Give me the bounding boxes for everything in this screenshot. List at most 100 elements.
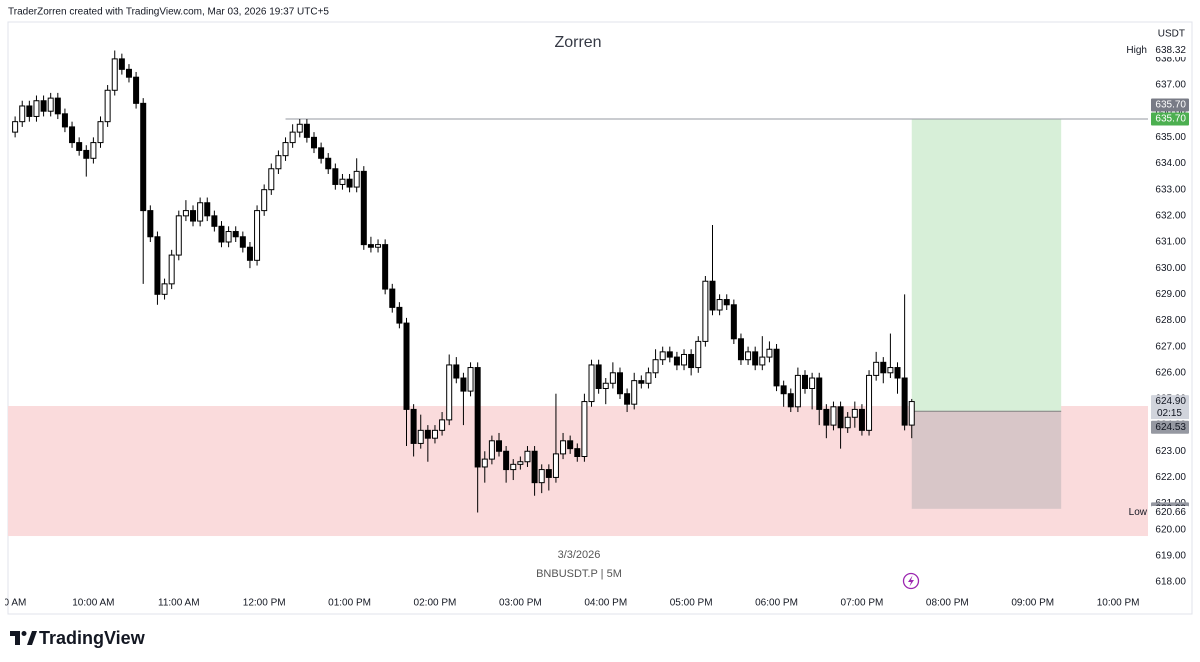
candle-body — [325, 157, 332, 170]
candle-body — [759, 356, 766, 366]
candle-body — [211, 215, 218, 227]
hline-label: 635.70 — [1155, 100, 1186, 111]
candle-body — [787, 393, 794, 408]
x-tick-label: 10:00 PM — [1097, 598, 1140, 609]
candle-body — [595, 364, 602, 389]
low-name: Low — [1129, 507, 1148, 518]
candle-body — [261, 189, 268, 212]
chart-frame — [7, 21, 1193, 615]
candle-body — [360, 170, 367, 246]
candle-body — [688, 353, 695, 369]
candle-body — [638, 380, 645, 384]
chart-title: Zorren — [554, 34, 601, 51]
candle-body — [616, 372, 623, 395]
candle-body — [552, 453, 559, 478]
x-tick-label: 01:00 PM — [328, 598, 371, 609]
target-label: 635.70 — [1155, 114, 1186, 125]
candle-body — [382, 244, 389, 290]
candle-body — [125, 68, 132, 78]
candle-body — [873, 361, 880, 376]
candle-body — [531, 450, 538, 484]
candle-body — [403, 322, 410, 410]
candle-body — [560, 440, 567, 455]
candle-body — [496, 440, 503, 452]
candle-body — [133, 76, 140, 104]
candle-body — [275, 155, 282, 170]
y-tick-label: 618.00 — [1155, 577, 1186, 588]
candle-body — [140, 102, 147, 212]
candle-body — [901, 377, 908, 426]
candle-body — [190, 210, 197, 222]
stop-zone — [911, 411, 1062, 509]
y-tick-label: 634.00 — [1155, 158, 1186, 169]
candle-body — [453, 364, 460, 379]
candle-body — [467, 367, 474, 392]
y-tick-label: 637.00 — [1155, 80, 1186, 91]
x-tick-label: 09:00 PM — [1011, 598, 1054, 609]
x-tick-label: 06:00 PM — [755, 598, 798, 609]
candle-body — [474, 367, 481, 468]
candle-body — [887, 367, 894, 374]
candle-body — [709, 280, 716, 311]
candle-body — [204, 202, 211, 217]
candle-body — [581, 401, 588, 457]
candle-body — [310, 136, 317, 149]
high-value-bg — [1151, 44, 1189, 58]
footer-brand: TradingView — [39, 628, 146, 648]
candle-body — [481, 458, 488, 468]
symbol-label: BNBUSDT.P | 5M — [536, 568, 622, 580]
x-tick-label: 03:00 PM — [499, 598, 542, 609]
candle-body — [538, 469, 545, 484]
candle-body — [645, 372, 652, 384]
candle-body — [410, 408, 417, 444]
x-tick-label: 02:00 PM — [414, 598, 457, 609]
x-tick-label: 07:00 PM — [841, 598, 884, 609]
last-price: 624.90 — [1155, 396, 1186, 407]
candle-body — [254, 210, 261, 261]
candle-body — [111, 58, 118, 91]
candle-body — [730, 304, 737, 340]
candle-body — [624, 393, 631, 405]
candle-body — [723, 299, 730, 306]
x-tick-label: 11:00 AM — [158, 598, 200, 609]
candle-body — [118, 58, 125, 70]
candle-body — [175, 215, 182, 256]
plot-area — [8, 50, 1148, 537]
candle-body — [232, 231, 239, 238]
countdown: 02:15 — [1157, 408, 1182, 419]
target-label-bg — [1151, 112, 1189, 126]
candle-body — [446, 364, 453, 421]
candle-body — [218, 225, 225, 243]
candle-body — [773, 348, 780, 387]
candle-body — [69, 126, 76, 144]
candle-body — [197, 202, 204, 222]
candle-body — [417, 429, 424, 444]
candle-body — [631, 380, 638, 405]
candle-body — [837, 406, 844, 429]
candle-body — [161, 283, 168, 295]
candle-body — [83, 149, 90, 159]
entry-label-bg — [1151, 420, 1189, 434]
candle-body — [517, 461, 524, 465]
y-tick-label: 638.00 — [1155, 54, 1186, 65]
candle-body — [609, 372, 616, 384]
candle-body — [268, 168, 275, 191]
candle-body — [809, 377, 816, 389]
last-price-bg — [1151, 395, 1189, 409]
x-tick-label: 9:00 AM — [0, 598, 26, 609]
alert-icon[interactable] — [902, 572, 920, 590]
candle-body — [318, 147, 325, 159]
candle-body — [737, 338, 744, 361]
candle-body — [424, 429, 431, 439]
y-tick-label: 629.00 — [1155, 289, 1186, 300]
candle-body — [367, 244, 374, 248]
y-tick-label: 623.00 — [1155, 446, 1186, 457]
candle-body — [19, 105, 26, 123]
candle-body — [182, 210, 189, 217]
candle-body — [346, 178, 353, 188]
y-tick-label: 622.00 — [1155, 472, 1186, 483]
candle-body — [90, 142, 97, 159]
candle-body — [296, 123, 303, 133]
low-value: 620.66 — [1155, 507, 1186, 518]
logo — [10, 631, 37, 645]
